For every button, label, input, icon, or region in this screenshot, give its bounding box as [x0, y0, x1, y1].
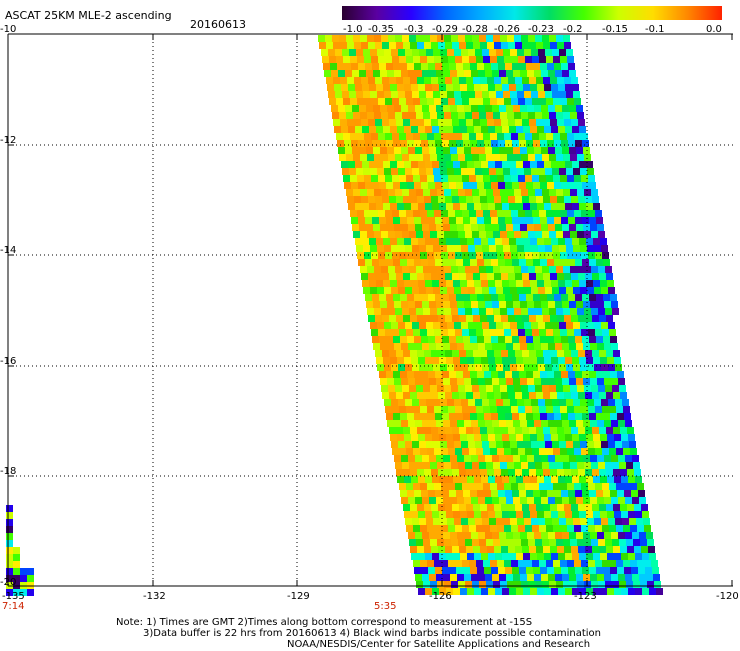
lon-label-126: -126 [429, 591, 452, 602]
time-label-center: 5:35 [374, 601, 397, 612]
colorbar-gradient [342, 6, 722, 20]
swath-data-main [318, 35, 663, 595]
colorbar-label: -0.28 [462, 24, 488, 35]
lat-label-12: -12 [0, 135, 17, 146]
lon-label-120: -120 [716, 591, 739, 602]
colorbar-label: 0.0 [706, 24, 722, 35]
colorbar-label: -0.26 [494, 24, 520, 35]
lat-label-14: -14 [0, 245, 17, 256]
lon-label-135: -135 [2, 591, 25, 602]
colorbar-label: -0.1 [645, 24, 665, 35]
note-line-2: 3)Data buffer is 22 hrs from 20160613 4)… [143, 628, 601, 639]
product-title: ASCAT 25KM MLE-2 ascending [5, 9, 172, 22]
lat-label-20: -20 [0, 577, 17, 588]
colorbar-label: -0.15 [602, 24, 628, 35]
note-line-3: NOAA/NESDIS/Center for Satellite Applica… [287, 639, 591, 650]
colorbar-label: -0.23 [528, 24, 554, 35]
time-label-left: 7:14 [2, 601, 25, 612]
lon-label-129: -129 [287, 591, 310, 602]
colorbar [342, 6, 722, 20]
colorbar-label: -1.0 [343, 24, 363, 35]
colorbar-label: -0.3 [404, 24, 424, 35]
colorbar-label: -0.29 [432, 24, 458, 35]
colorbar-label: -0.2 [563, 24, 583, 35]
lon-label-123: -123 [574, 591, 597, 602]
lon-label-132: -132 [143, 591, 166, 602]
lat-label-16: -16 [0, 356, 17, 367]
lat-label-18: -18 [0, 466, 17, 477]
note-line-1: Note: 1) Times are GMT 2)Times along bot… [116, 617, 533, 628]
colorbar-label: -0.35 [368, 24, 394, 35]
lat-label-10: -10 [0, 24, 17, 35]
map-axes [7, 33, 733, 587]
product-date: 20160613 [190, 18, 246, 31]
